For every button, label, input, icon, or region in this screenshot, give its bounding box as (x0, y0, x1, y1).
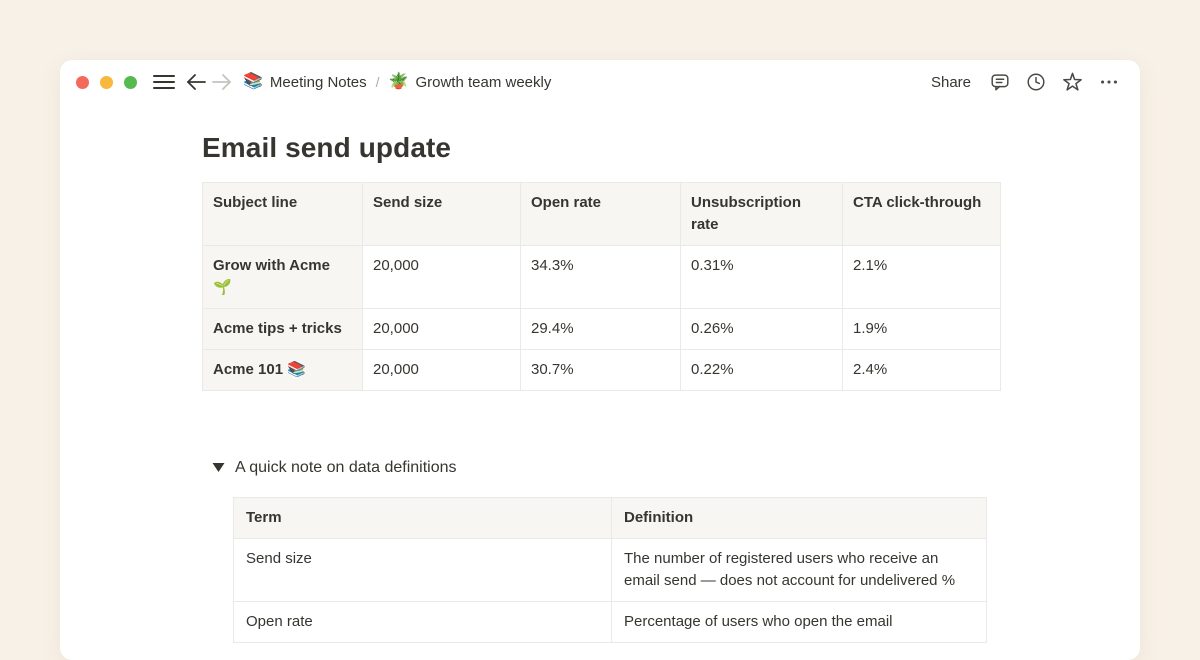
table-row: Send size The number of registered users… (233, 538, 987, 602)
table-row: Open rate Percentage of users who open t… (233, 601, 987, 643)
star-icon (1061, 71, 1084, 94)
column-header[interactable]: Send size (362, 182, 521, 246)
table-row: Acme 101 📚 20,000 30.7% 0.22% 2.4% (202, 349, 1001, 391)
more-icon (1098, 71, 1120, 93)
toggle-collapse-button[interactable] (206, 457, 230, 479)
breadcrumb-separator: / (375, 74, 380, 90)
table-cell[interactable]: 0.26% (680, 308, 843, 350)
column-header[interactable]: Unsubscription rate (680, 182, 843, 246)
column-header[interactable]: Definition (611, 497, 987, 539)
page-title: Email send update (202, 132, 452, 163)
table-cell[interactable]: 1.9% (842, 308, 1001, 350)
table-cell-subject[interactable]: Acme tips + tricks (202, 308, 363, 350)
table-cell[interactable]: 34.3% (520, 245, 681, 309)
comments-button[interactable] (987, 68, 1013, 96)
sidebar-toggle-button[interactable] (151, 68, 177, 96)
zoom-button[interactable] (124, 75, 137, 89)
column-header[interactable]: Term (233, 497, 612, 539)
breadcrumb-item-meeting-notes[interactable]: 📚 Meeting Notes (243, 74, 367, 91)
forward-button[interactable] (209, 68, 235, 96)
toolbar: 📚 Meeting Notes / 🪴 Growth team weekly S… (60, 60, 1140, 104)
clock-icon (1025, 71, 1047, 93)
table-cell[interactable]: 0.22% (680, 349, 843, 391)
share-button[interactable]: Share (925, 70, 977, 95)
table-cell[interactable]: 30.7% (520, 349, 681, 391)
column-header[interactable]: CTA click-through (842, 182, 1001, 246)
table-cell-definition[interactable]: Percentage of users who open the email (611, 601, 987, 643)
window-controls (76, 75, 137, 89)
back-button[interactable] (183, 68, 209, 96)
table-cell[interactable]: 20,000 (362, 245, 521, 309)
close-button[interactable] (76, 75, 89, 89)
comment-icon (989, 71, 1011, 93)
breadcrumb-label: Growth team weekly (415, 73, 552, 91)
potted-plant-emoji-icon: 🪴 (388, 73, 409, 90)
table-cell-subject[interactable]: Acme 101 📚 (202, 349, 363, 391)
app-window: 📚 Meeting Notes / 🪴 Growth team weekly S… (60, 60, 1140, 660)
table-cell[interactable]: 0.31% (680, 245, 843, 309)
more-options-button[interactable] (1096, 68, 1122, 96)
table-cell-subject[interactable]: Grow with Acme 🌱 (202, 245, 363, 309)
table-header-row: Term Definition (233, 497, 987, 539)
email-send-table: Subject line Send size Open rate Unsubsc… (202, 182, 1001, 391)
table-cell[interactable]: 2.4% (842, 349, 1001, 391)
table-cell[interactable]: 20,000 (362, 308, 521, 350)
breadcrumb-item-growth-team-weekly[interactable]: 🪴 Growth team weekly (389, 74, 552, 91)
back-arrow-icon (186, 74, 206, 90)
toolbar-actions: Share (925, 68, 1122, 96)
toggle-block: A quick note on data definitions (202, 457, 1000, 479)
column-header[interactable]: Open rate (520, 182, 681, 246)
table-cell[interactable]: 29.4% (520, 308, 681, 350)
minimize-button[interactable] (100, 75, 113, 89)
table-cell-term[interactable]: Open rate (233, 601, 612, 643)
table-row: Grow with Acme 🌱 20,000 34.3% 0.31% 2.1% (202, 245, 1001, 309)
forward-arrow-icon (212, 74, 232, 90)
updates-button[interactable] (1023, 68, 1049, 96)
toggle-label[interactable]: A quick note on data definitions (235, 459, 457, 476)
breadcrumb-label: Meeting Notes (269, 73, 367, 91)
column-header[interactable]: Subject line (202, 182, 363, 246)
table-cell-definition[interactable]: The number of registered users who recei… (611, 538, 987, 602)
breadcrumb: 📚 Meeting Notes / 🪴 Growth team weekly (243, 74, 551, 91)
table-header-row: Subject line Send size Open rate Unsubsc… (202, 182, 1001, 246)
favorite-button[interactable] (1059, 68, 1086, 96)
page-content: Email send update Subject line Send size… (202, 130, 1001, 643)
books-emoji-icon: 📚 (243, 73, 263, 90)
table-cell-term[interactable]: Send size (233, 538, 612, 602)
hamburger-icon (153, 74, 175, 90)
table-cell[interactable]: 2.1% (842, 245, 1001, 309)
toggle-triangle-icon (212, 461, 225, 476)
definitions-table: Term Definition Send size The number of … (233, 497, 987, 643)
table-row: Acme tips + tricks 20,000 29.4% 0.26% 1.… (202, 308, 1001, 350)
table-cell[interactable]: 20,000 (362, 349, 521, 391)
